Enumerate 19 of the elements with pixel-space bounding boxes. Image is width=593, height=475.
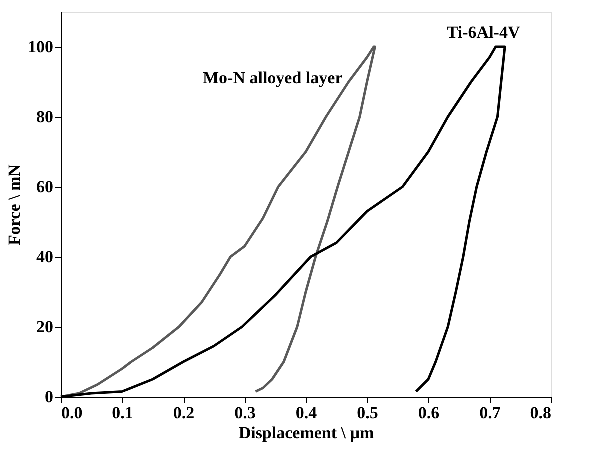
x-tick-label: 0.2: [173, 404, 195, 422]
x-tick-label: 0.0: [62, 404, 83, 422]
series-label: Ti-6Al-4V: [446, 23, 521, 42]
x-tick-label: 0.1: [112, 404, 134, 422]
y-tick-label: 100: [28, 38, 54, 56]
x-tick-label: 0.5: [357, 404, 378, 422]
x-tick-label: 0.4: [296, 404, 318, 422]
y-tick-label: 40: [36, 248, 54, 266]
y-tick-label: 60: [36, 178, 54, 196]
x-tick-label: 0.6: [418, 404, 440, 422]
x-tick-label: 0.8: [530, 404, 552, 422]
series-label: Mo-N alloyed layer: [203, 68, 344, 88]
y-tick-label: 20: [36, 318, 54, 336]
y-tick-label: 80: [36, 108, 54, 126]
y-tick-label: 0: [45, 388, 54, 406]
y-axis-title: Force \ mN: [5, 164, 24, 246]
x-axis-title: Displacement \ µm: [238, 424, 374, 442]
x-tick-label: 0.7: [480, 404, 502, 422]
x-tick-label: 0.3: [234, 404, 256, 422]
